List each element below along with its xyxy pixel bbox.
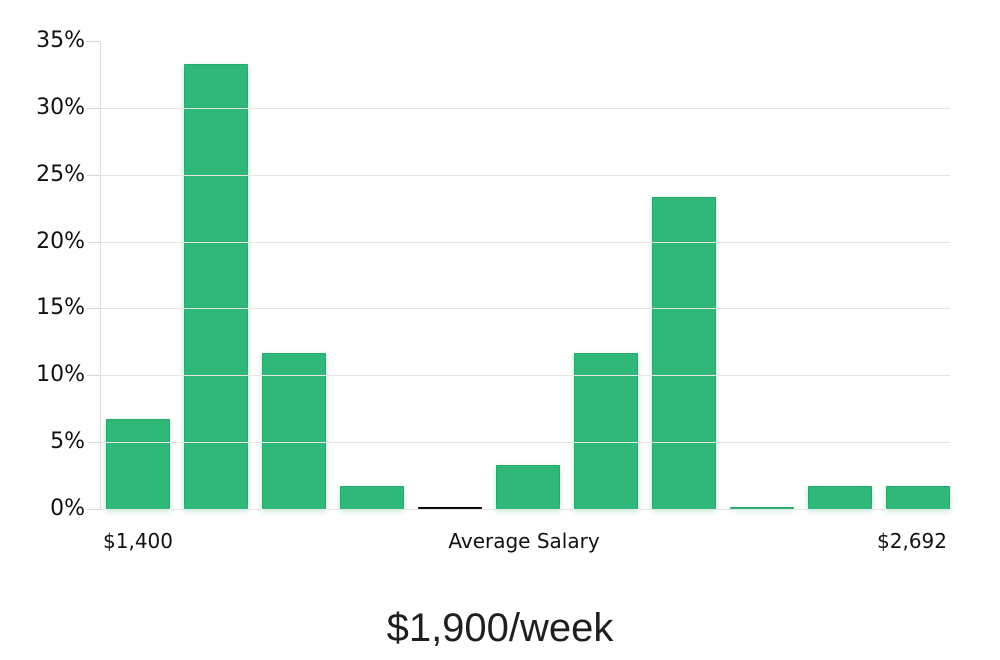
- y-axis-tick-5pct: [87, 442, 100, 443]
- x-axis-label-min-salary: $1,400: [103, 529, 173, 553]
- y-axis-tick-30pct: [87, 108, 100, 109]
- bar[interactable]: [730, 507, 794, 509]
- gridline-20pct: [100, 242, 950, 243]
- y-tick-label-0pct: 0%: [50, 496, 85, 521]
- bar[interactable]: [184, 64, 248, 509]
- bar[interactable]: [340, 486, 404, 509]
- gridline-0pct: [100, 509, 950, 510]
- bar[interactable]: [496, 465, 560, 509]
- y-tick-label-20pct: 20%: [36, 229, 85, 254]
- y-axis-spine: [100, 41, 101, 509]
- bar-highlight-average[interactable]: [418, 507, 482, 509]
- y-axis-tick-25pct: [87, 175, 100, 176]
- gridline-30pct: [100, 108, 950, 109]
- bar[interactable]: [262, 353, 326, 509]
- y-tick-label-15pct: 15%: [36, 295, 85, 320]
- y-tick-label-10pct: 10%: [36, 362, 85, 387]
- x-axis-label-average-salary: Average Salary: [448, 529, 600, 553]
- y-axis-tick-20pct: [87, 242, 100, 243]
- gridline-15pct: [100, 308, 950, 309]
- y-tick-label-25pct: 25%: [36, 162, 85, 187]
- y-tick-label-35pct: 35%: [36, 28, 85, 53]
- y-axis-tick-35pct: [87, 41, 100, 42]
- y-tick-label-5pct: 5%: [50, 429, 85, 454]
- chart-title-weekly-salary: $1,900/week: [386, 606, 614, 650]
- y-axis-tick-10pct: [87, 375, 100, 376]
- y-axis-tick-0pct: [87, 509, 100, 510]
- y-tick-label-30pct: 30%: [36, 95, 85, 120]
- bar[interactable]: [574, 353, 638, 509]
- bar[interactable]: [808, 486, 872, 509]
- y-axis-tick-15pct: [87, 308, 100, 309]
- gridline-25pct: [100, 175, 950, 176]
- x-axis-label-max-salary: $2,692: [877, 529, 947, 553]
- bar[interactable]: [652, 197, 716, 509]
- bar[interactable]: [886, 486, 950, 509]
- gridline-10pct: [100, 375, 950, 376]
- bar[interactable]: [106, 419, 170, 509]
- gridline-5pct: [100, 442, 950, 443]
